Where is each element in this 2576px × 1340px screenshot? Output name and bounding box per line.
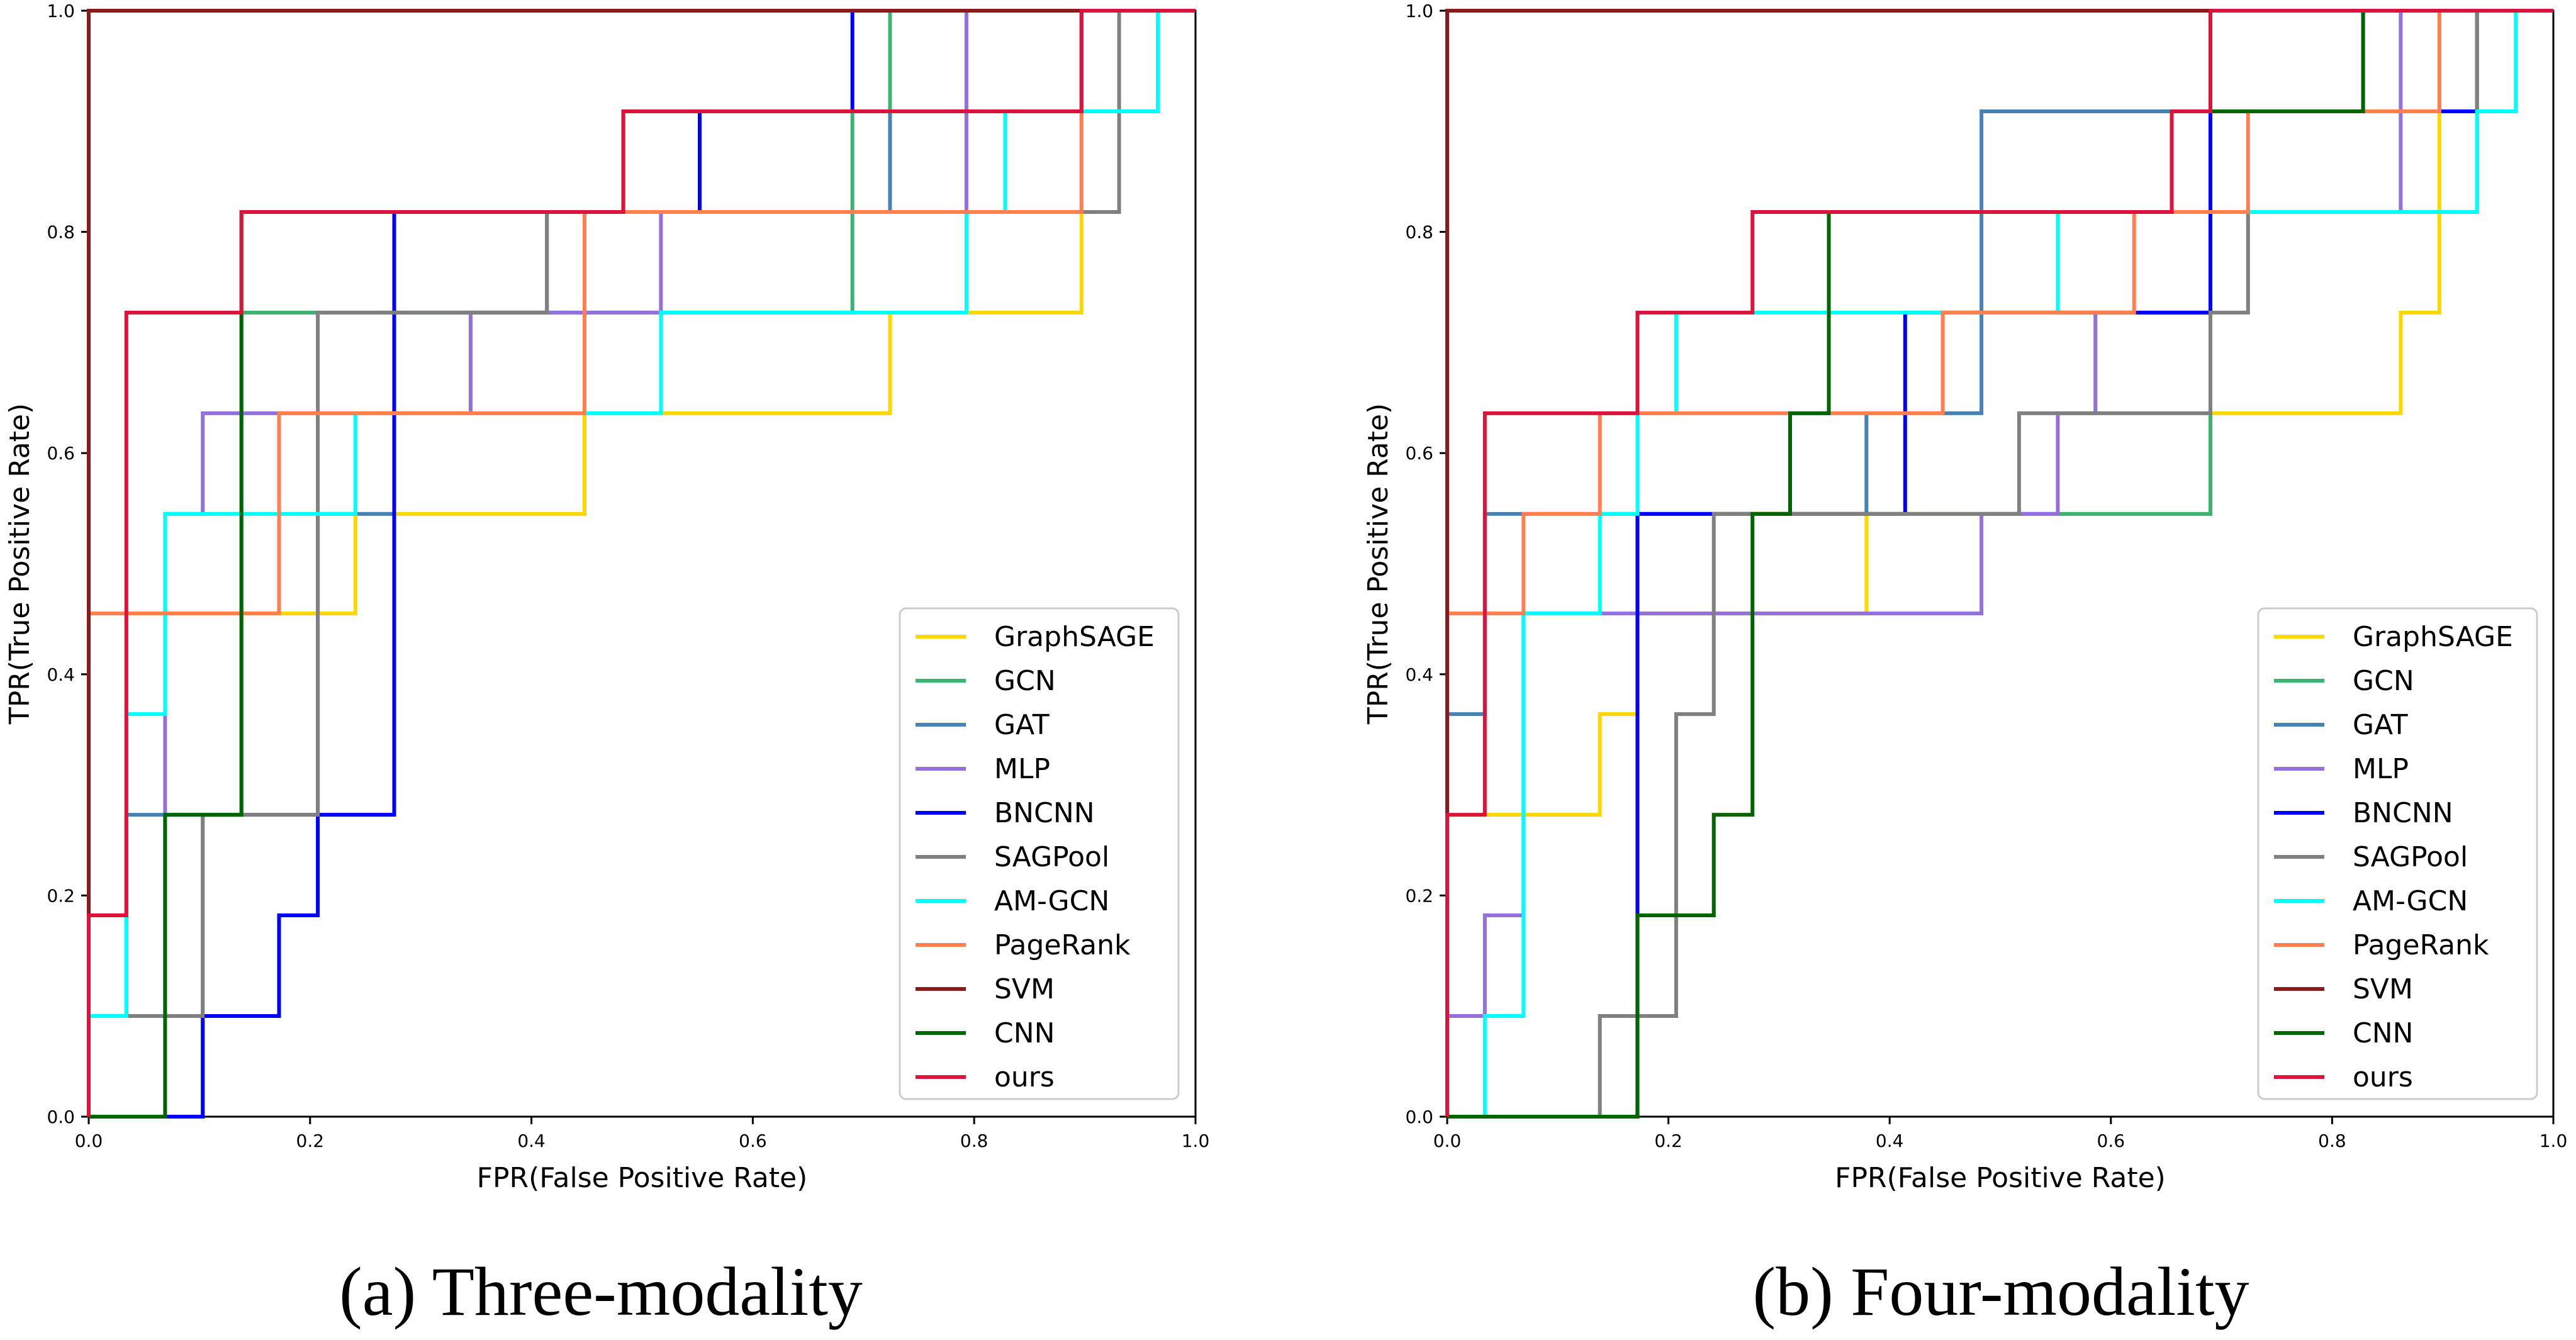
legend-label: SAGPool — [2353, 841, 2468, 873]
x-tick-label: 0.4 — [1876, 1131, 1904, 1151]
legend-label: MLP — [994, 753, 1050, 785]
legend-label: PageRank — [994, 929, 1131, 961]
y-tick-label: 0.0 — [1405, 1107, 1433, 1127]
legend-label: PageRank — [2353, 929, 2489, 961]
x-tick-label: 0.6 — [739, 1131, 767, 1151]
roc-panel-three-modality: 0.0 0.2 0.4 0.6 0.8 1.0 0.0 0.2 0.4 0.6 0.8 1.0 FPR(… — [4, 1, 1209, 1330]
y-tick-label: 0.2 — [47, 885, 75, 906]
y-tick-label: 0.6 — [1405, 443, 1433, 464]
x-tick-label: 0.4 — [517, 1131, 546, 1151]
roc-panel-four-modality: 0.0 0.2 0.4 0.6 0.8 1.0 0.0 0.2 0.4 0.6 0.8 1.0 FPR(… — [1362, 1, 2567, 1330]
x-tick-label: 0.0 — [75, 1131, 103, 1151]
legend-label: GAT — [2353, 709, 2408, 741]
series-line-svm — [1445, 9, 2553, 1117]
x-tick-label: 0.2 — [1654, 1131, 1683, 1151]
y-tick-label: 0.8 — [1405, 222, 1433, 243]
y-axis-label: TPR(True Positive Rate) — [1362, 403, 1394, 725]
x-tick-label: 0.8 — [2318, 1131, 2346, 1151]
x-tick-label: 0.6 — [2097, 1131, 2125, 1151]
legend-label: GraphSAGE — [2353, 621, 2513, 653]
y-tick-label: 0.2 — [1405, 885, 1433, 906]
y-tick-label: 0.4 — [47, 664, 75, 685]
legend-label: AM-GCN — [2353, 885, 2468, 917]
legend-label: AM-GCN — [994, 885, 1109, 917]
y-tick-label: 1.0 — [1405, 1, 1433, 21]
series-line-svm — [87, 9, 1196, 1117]
legend-label: SVM — [2353, 973, 2413, 1005]
legend-box — [2257, 607, 2538, 1100]
legend-label: CNN — [994, 1017, 1055, 1049]
x-tick-label: 1.0 — [1182, 1131, 1210, 1151]
legend-label: GCN — [994, 665, 1056, 697]
legend-label: SVM — [994, 973, 1055, 1005]
x-tick-label: 0.8 — [960, 1131, 988, 1151]
series-line-ours — [87, 9, 1196, 1117]
legend-label: GAT — [994, 709, 1050, 741]
legend-label: BNCNN — [2353, 797, 2453, 829]
legend-label: CNN — [2353, 1017, 2414, 1049]
legend-label: ours — [994, 1061, 1055, 1093]
series-line-ours — [1445, 9, 2553, 1117]
legend-label: ours — [2353, 1061, 2413, 1093]
y-tick-label: 1.0 — [47, 1, 75, 21]
x-axis-label: FPR(False Positive Rate) — [477, 1162, 808, 1194]
x-axis-label: FPR(False Positive Rate) — [1835, 1162, 2166, 1194]
y-axis-label: TPR(True Positive Rate) — [4, 403, 36, 725]
legend-label: GraphSAGE — [994, 621, 1155, 653]
x-tick-label: 0.2 — [296, 1131, 325, 1151]
panel-caption: (b) Four-modality — [1752, 1253, 2249, 1330]
legend-box — [899, 607, 1180, 1100]
legend-label: MLP — [2353, 753, 2409, 785]
panel-caption: (a) Three-modality — [339, 1253, 863, 1330]
y-tick-label: 0.8 — [47, 222, 75, 243]
series-line-pagerank — [1445, 9, 2553, 1117]
legend-label: SAGPool — [994, 841, 1109, 873]
x-tick-label: 0.0 — [1433, 1131, 1462, 1151]
y-tick-label: 0.6 — [47, 443, 75, 464]
legend-label: BNCNN — [994, 797, 1095, 829]
y-tick-label: 0.0 — [47, 1107, 75, 1127]
legend-label: GCN — [2353, 665, 2414, 697]
y-tick-label: 0.4 — [1405, 664, 1433, 685]
x-tick-label: 1.0 — [2540, 1131, 2568, 1151]
series-line-cnn — [1447, 9, 2553, 1119]
